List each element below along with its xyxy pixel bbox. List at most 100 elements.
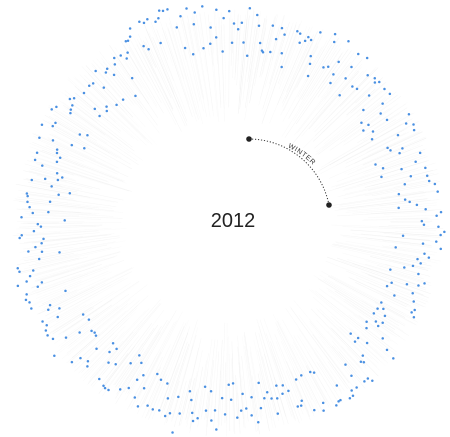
- spoke-line: [344, 172, 434, 195]
- spoke-line: [258, 29, 279, 106]
- spoke-line: [130, 361, 150, 394]
- spoke-line: [127, 310, 177, 394]
- day-point: [349, 332, 352, 335]
- spoke-line: [51, 133, 76, 146]
- spoke-line: [46, 277, 124, 320]
- day-point: [55, 160, 59, 164]
- day-point: [127, 386, 130, 390]
- spoke-line: [192, 16, 199, 52]
- spoke-line: [79, 74, 138, 132]
- spoke-line: [296, 45, 319, 88]
- spoke-line: [47, 300, 103, 336]
- spoke-line: [327, 361, 348, 390]
- day-point: [411, 264, 415, 268]
- spoke-line: [52, 282, 131, 332]
- spoke-line: [75, 95, 121, 134]
- spoke-line: [265, 332, 296, 420]
- spoke-line: [109, 45, 150, 105]
- spoke-line: [138, 356, 163, 406]
- spoke-line: [72, 333, 100, 358]
- spoke-line: [90, 303, 161, 386]
- spoke-line: [356, 144, 420, 171]
- spoke-line: [283, 42, 318, 112]
- spoke-line: [26, 237, 120, 252]
- spoke-line: [145, 36, 186, 127]
- spoke-line: [347, 202, 437, 212]
- spoke-line: [273, 32, 284, 67]
- spoke-line: [388, 225, 430, 227]
- day-point: [83, 146, 86, 150]
- spoke-line: [145, 330, 181, 409]
- spoke-line: [215, 26, 222, 108]
- day-point: [351, 394, 355, 398]
- spoke-line: [363, 151, 425, 174]
- spoke-line: [189, 389, 198, 433]
- spoke-line: [28, 170, 101, 190]
- day-point: [87, 318, 91, 321]
- spoke-line: [223, 23, 225, 53]
- day-point: [362, 108, 365, 112]
- spoke-line: [242, 8, 255, 101]
- spoke-line: [58, 99, 143, 161]
- spoke-line: [201, 370, 209, 418]
- spoke-line: [217, 339, 223, 428]
- day-point: [51, 139, 55, 142]
- spoke-line: [356, 91, 388, 117]
- spoke-line: [352, 233, 439, 242]
- spoke-line: [269, 27, 310, 124]
- spoke-line: [18, 256, 89, 275]
- spoke-line: [370, 160, 428, 179]
- day-point: [55, 105, 58, 109]
- day-point: [69, 108, 73, 111]
- spoke-line: [370, 209, 442, 214]
- spoke-line: [336, 129, 405, 166]
- spoke-line: [102, 303, 162, 375]
- spoke-line: [365, 237, 431, 246]
- spoke-line: [236, 21, 241, 86]
- spoke-line: [28, 187, 115, 203]
- day-point: [373, 81, 377, 84]
- day-point: [38, 136, 41, 139]
- spoke-line: [361, 300, 405, 327]
- spoke-line: [37, 267, 134, 315]
- day-point: [414, 160, 417, 164]
- spoke-line: [362, 137, 427, 166]
- spoke-line: [235, 375, 238, 419]
- spoke-line: [49, 306, 92, 333]
- spoke-line: [36, 267, 109, 296]
- spoke-line: [307, 351, 340, 405]
- spoke-line: [276, 34, 308, 106]
- spoke-line: [285, 384, 294, 408]
- spoke-line: [49, 301, 95, 329]
- day-point: [367, 123, 370, 127]
- spoke-line: [238, 14, 246, 90]
- day-point: [365, 341, 369, 345]
- day-point: [371, 130, 375, 133]
- spoke-line: [299, 42, 314, 73]
- spoke-line: [317, 278, 409, 336]
- spoke-line: [188, 350, 203, 419]
- spoke-line: [319, 274, 406, 325]
- spoke-line: [17, 253, 74, 266]
- day-point: [20, 233, 23, 237]
- day-point: [192, 22, 196, 26]
- spoke-line: [361, 333, 389, 358]
- day-point: [50, 108, 53, 111]
- day-point: [135, 378, 139, 381]
- day-point: [382, 307, 385, 311]
- day-point: [93, 107, 97, 111]
- spoke-line: [134, 47, 160, 93]
- spoke-line: [151, 337, 184, 420]
- spoke-line: [349, 277, 409, 306]
- day-point: [41, 164, 44, 167]
- spoke-line: [98, 323, 152, 394]
- spoke-line: [24, 163, 61, 175]
- spoke-line: [83, 310, 146, 378]
- day-point: [355, 87, 359, 91]
- spoke-line: [270, 341, 300, 424]
- spoke-line: [338, 198, 428, 210]
- spoke-line: [152, 37, 188, 122]
- day-point: [388, 92, 392, 96]
- spoke-line: [350, 81, 387, 114]
- spoke-line: [62, 104, 106, 136]
